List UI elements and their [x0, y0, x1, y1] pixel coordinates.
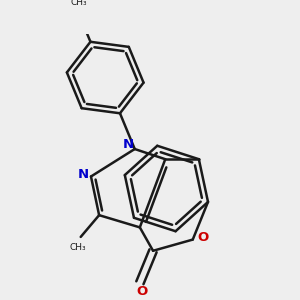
Text: O: O: [197, 231, 208, 244]
Text: CH₃: CH₃: [70, 0, 87, 8]
Text: O: O: [136, 285, 148, 298]
Text: N: N: [77, 168, 88, 181]
Text: CH₃: CH₃: [69, 243, 86, 252]
Text: N: N: [123, 139, 134, 152]
